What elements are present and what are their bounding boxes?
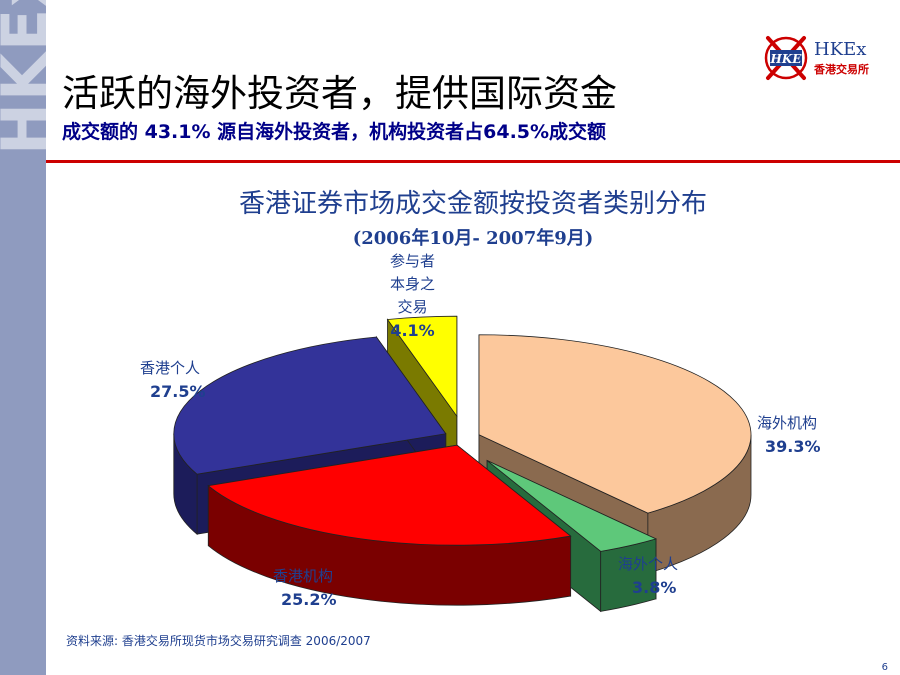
slice-name: 香港机构 <box>273 567 334 585</box>
slice-name: 香港个人 <box>140 359 201 377</box>
slice-value: 27.5% <box>150 382 206 401</box>
chart-title: 香港证券市场成交金额按投资者类别分布 <box>238 189 707 219</box>
source-note: 资料来源: 香港交易所现货市场交易研究调查 2006/2007 <box>66 634 371 648</box>
hkex-logo: HKE HKEx 香港交易所 <box>764 36 869 80</box>
slice-value: 3.8% <box>632 578 677 597</box>
side-bar: HKEx <box>0 0 61 675</box>
page-number: 6 <box>881 662 888 673</box>
slice-value: 25.2% <box>281 590 337 609</box>
slice-label-local-individual: 香港个人 27.5% <box>140 357 206 403</box>
logo-band <box>770 50 802 66</box>
logo-mark: HKE <box>770 52 803 66</box>
slice-overseas-individual <box>486 460 658 552</box>
logo-name-zh: 香港交易所 <box>813 62 869 76</box>
slice-value: 39.3% <box>765 437 821 456</box>
slice-label-overseas-institutional: 海外机构 39.3% <box>757 412 821 458</box>
slice-label-local-institutional: 香港机构 25.2% <box>273 565 337 611</box>
logo-name-en: HKEx <box>814 39 866 60</box>
slice-local-institutional <box>207 444 572 546</box>
slice-overseas-institutional <box>478 334 752 514</box>
slice-name-line: 本身之 <box>390 275 436 293</box>
slice-exchange-participants <box>386 315 458 418</box>
slice-name-line: 交易 <box>397 298 428 316</box>
slice-name-line: 参与者 <box>390 252 436 270</box>
slice-value: 4.1% <box>390 321 435 340</box>
slice-label-exchange-participants: 参与者 本身之 交易 4.1% <box>390 250 435 342</box>
chart-subtitle: (2006年10月- 2007年9月) <box>352 228 594 249</box>
header-divider <box>46 160 900 163</box>
page-title: 活跃的海外投资者，提供国际资金 <box>62 72 617 115</box>
logo-ring <box>764 36 808 80</box>
slice-label-overseas-individual: 海外个人 3.8% <box>618 553 678 599</box>
slice-local-individual <box>173 336 447 475</box>
slice-name: 海外个人 <box>618 555 679 573</box>
page-subtitle: 成交额的 43.1% 源自海外投资者，机构投资者占64.5%成交额 <box>62 121 607 143</box>
slice-name: 海外机构 <box>757 414 818 432</box>
